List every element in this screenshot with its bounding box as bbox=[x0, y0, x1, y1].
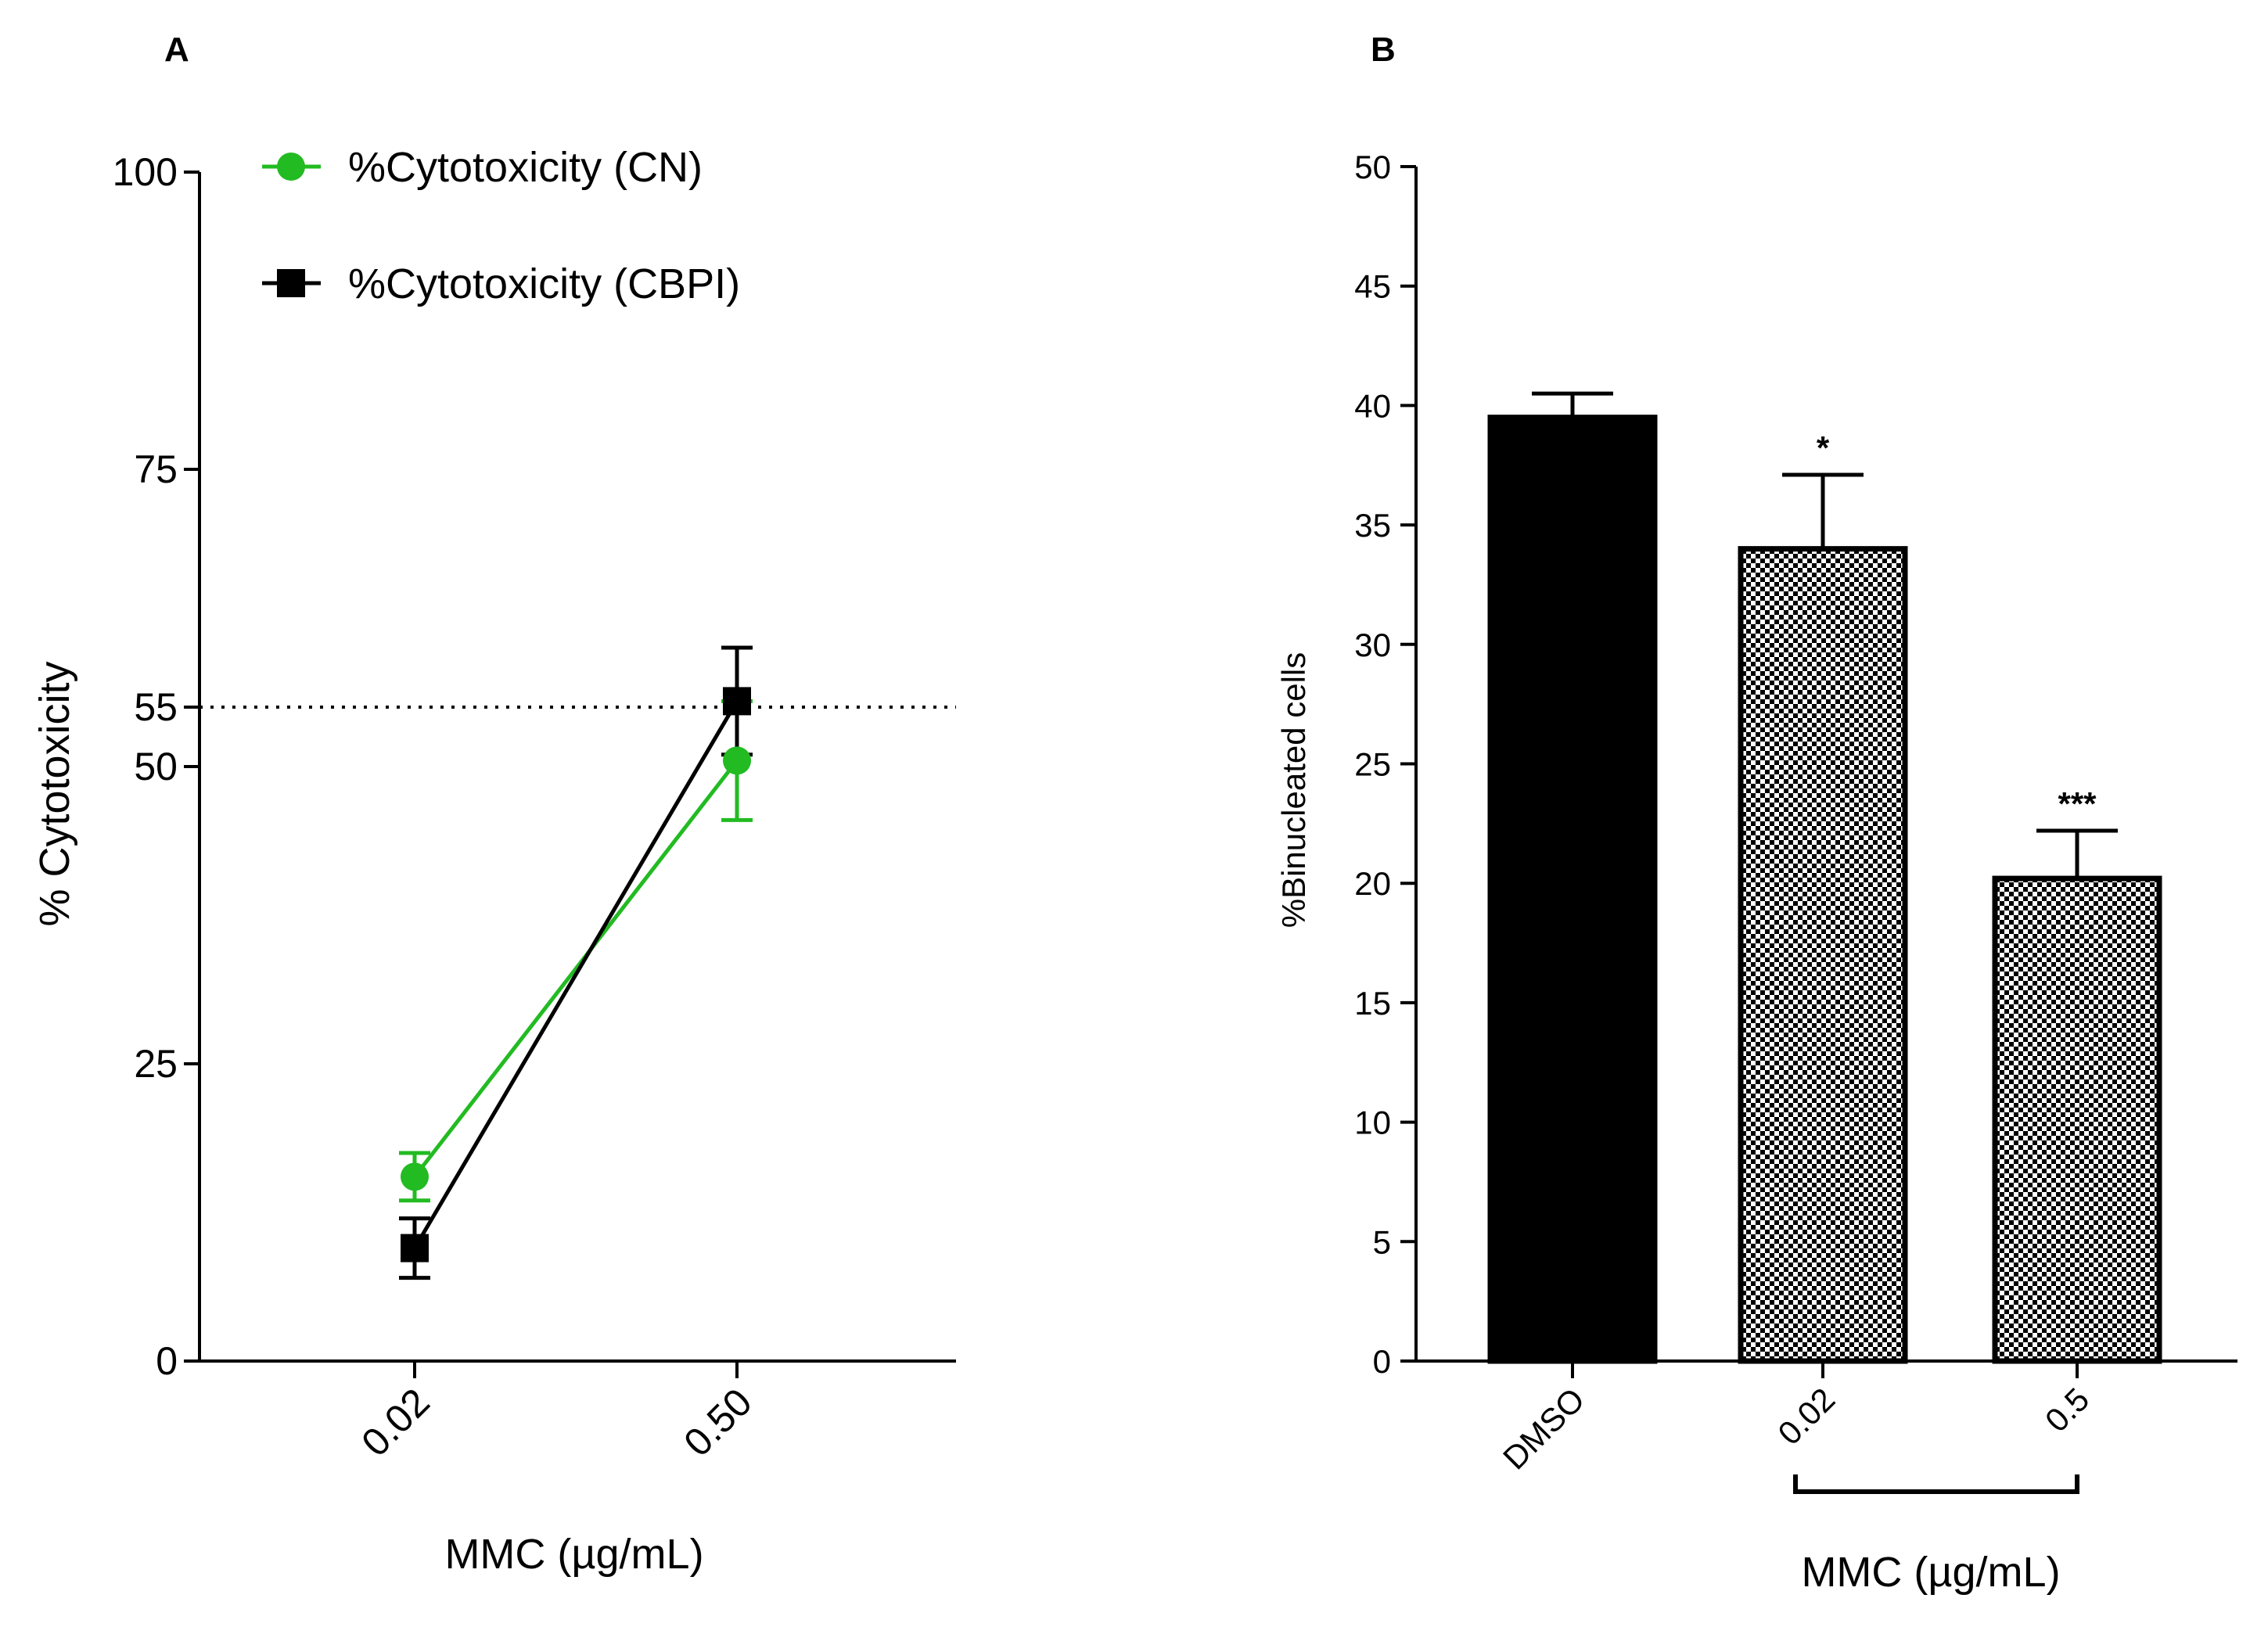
chart-b-y-tick-label: 20 bbox=[1354, 865, 1391, 902]
chart-b-bar bbox=[1992, 875, 2162, 1364]
chart-a-point-cbpi bbox=[401, 1234, 429, 1262]
chart-a-legend-label: %Cytotoxicity (CN) bbox=[348, 144, 703, 191]
chart-a-legend-label: %Cytotoxicity (CBPI) bbox=[348, 260, 740, 307]
panel-label-b: B bbox=[1371, 31, 1396, 69]
chart-b-bar bbox=[1487, 415, 1658, 1364]
chart-b-bar bbox=[1738, 546, 1908, 1364]
chart-a-point-cn bbox=[723, 746, 751, 775]
chart-a-legend-marker-cn bbox=[277, 153, 305, 181]
chart-b-y-tick-label: 30 bbox=[1354, 627, 1391, 663]
chart-a-x-tick-label: 0.02 bbox=[353, 1380, 437, 1464]
chart-a-y-axis-title: % Cytotoxicity bbox=[31, 661, 78, 926]
chart-b-x-tick-label: 0.5 bbox=[2038, 1381, 2097, 1439]
chart-b-y-tick-label: 15 bbox=[1354, 985, 1391, 1022]
chart-b-y-tick-label: 5 bbox=[1373, 1223, 1391, 1260]
chart-a-point-cn bbox=[401, 1162, 429, 1191]
chart-b-x-axis-title: MMC (µg/mL) bbox=[1801, 1549, 2060, 1596]
chart-a-series-line-cbpi bbox=[412, 700, 739, 1249]
chart-a: 0 25 50 55 75 100 0.02 0.50 %Cytotoxicity (CN) %C… bbox=[113, 144, 956, 1465]
chart-b-x-tick-label: DMSO bbox=[1496, 1381, 1591, 1476]
chart-a-y-tick-label: 100 bbox=[113, 150, 178, 194]
chart-a-x-tick-label: 0.50 bbox=[675, 1380, 760, 1464]
chart-b: 0 5 10 15 20 25 30 35 40 45 50 DMSO * 0.02 *** 0.5 bbox=[1354, 149, 2237, 1494]
chart-a-x-axis-title: MMC (µg/mL) bbox=[444, 1531, 703, 1578]
chart-a-point-cbpi bbox=[723, 687, 751, 716]
chart-b-x-tick-label: 0.02 bbox=[1770, 1381, 1842, 1452]
chart-b-bracket bbox=[1793, 1474, 2079, 1494]
chart-a-legend-marker-cbpi bbox=[277, 269, 305, 297]
chart-a-y-tick-label: 0 bbox=[156, 1339, 178, 1383]
chart-a-series-line-cn bbox=[413, 759, 739, 1178]
chart-b-significance-label: *** bbox=[2058, 785, 2097, 822]
chart-b-y-tick-label: 10 bbox=[1354, 1104, 1391, 1141]
chart-b-y-tick-label: 0 bbox=[1373, 1343, 1391, 1380]
chart-a-y-tick-label: 50 bbox=[134, 745, 178, 788]
panel-label-a: A bbox=[164, 31, 189, 69]
chart-b-y-tick-label: 50 bbox=[1354, 149, 1391, 185]
chart-b-y-tick-label: 40 bbox=[1354, 387, 1391, 424]
chart-b-y-axis-title: %Binucleated cells bbox=[1275, 652, 1312, 928]
chart-b-y-tick-label: 25 bbox=[1354, 746, 1391, 783]
chart-a-y-tick-label: 75 bbox=[134, 447, 178, 491]
chart-a-y-tick-label: 55 bbox=[134, 685, 178, 729]
chart-b-y-tick-label: 45 bbox=[1354, 268, 1391, 305]
chart-a-y-tick-label: 25 bbox=[134, 1042, 178, 1086]
chart-b-significance-label: * bbox=[1817, 429, 1830, 466]
chart-b-y-tick-label: 35 bbox=[1354, 507, 1391, 544]
